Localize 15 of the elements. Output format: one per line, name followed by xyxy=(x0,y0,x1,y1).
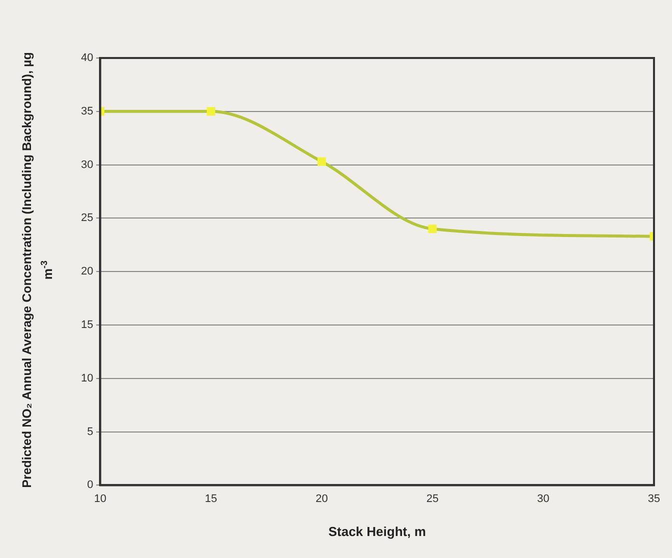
x-tick-label: 20 xyxy=(316,492,328,505)
x-tick-label: 25 xyxy=(426,492,439,505)
y-tick-label: 25 xyxy=(80,212,94,224)
x-tick-label: 35 xyxy=(648,492,660,505)
x-tick-label: 30 xyxy=(537,492,550,505)
y-tick-label: 10 xyxy=(80,372,94,384)
y-tick-label: 35 xyxy=(80,105,94,118)
y-tick-label: 15 xyxy=(80,319,94,332)
y-tick-label: 0 xyxy=(87,479,94,492)
y-tick-label: 5 xyxy=(87,426,94,438)
y-tick-label: 20 xyxy=(80,266,94,278)
y-tick-label: 40 xyxy=(80,52,94,64)
x-tick-label: 15 xyxy=(204,492,218,505)
y-tick-label: 30 xyxy=(80,158,94,171)
x-axis-title: Stack Height, m xyxy=(328,524,426,539)
